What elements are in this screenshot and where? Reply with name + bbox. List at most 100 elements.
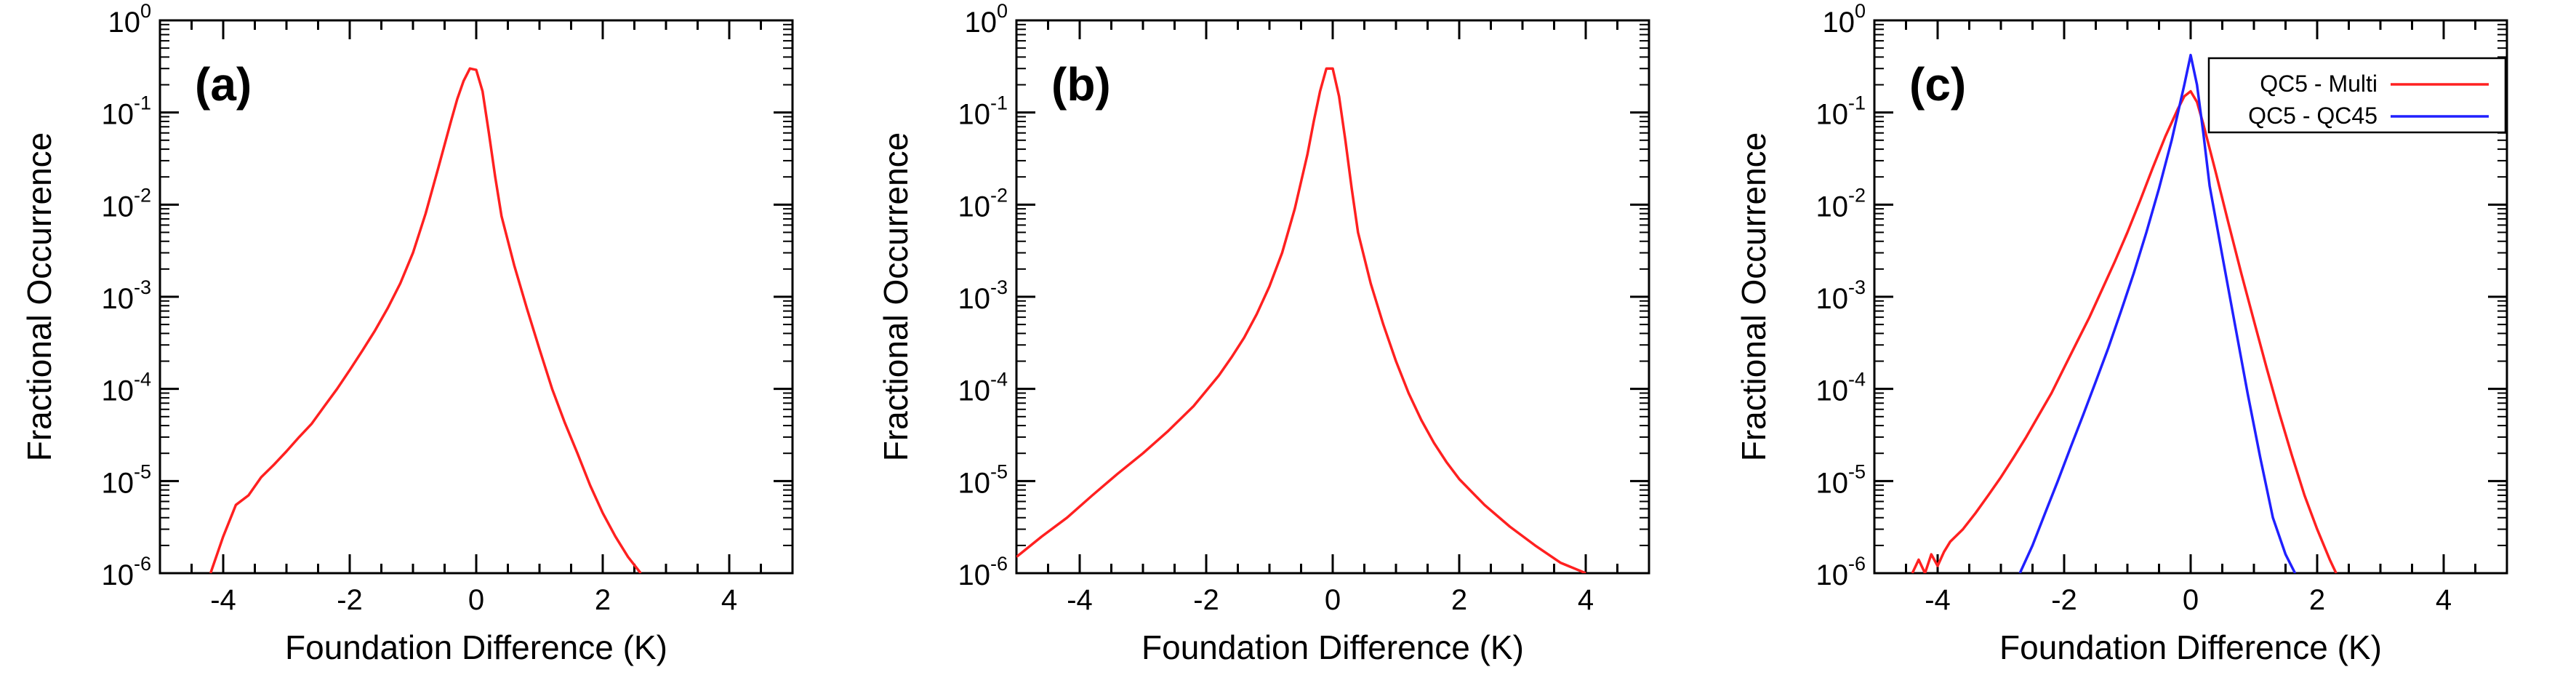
- y-tick-exponent: -1: [1848, 92, 1866, 114]
- x-axis-label: Foundation Difference (K): [285, 628, 667, 666]
- y-tick-base: 10: [1815, 559, 1848, 591]
- y-tick-base: 10: [958, 559, 990, 591]
- x-tick-label: 2: [1451, 584, 1467, 616]
- legend: QC5 - Multi QC5 - QC45: [2207, 57, 2507, 134]
- series-line-0: [209, 67, 642, 573]
- y-tick-exponent: -1: [990, 92, 1008, 114]
- x-axis-label: Foundation Difference (K): [1999, 628, 2382, 666]
- y-tick-label: 100: [108, 0, 151, 39]
- series-line-qc5-qc45: [2018, 53, 2297, 573]
- y-tick-exponent: -3: [134, 276, 151, 298]
- x-tick-label: -2: [337, 584, 363, 616]
- y-tick-exponent: 0: [997, 0, 1008, 22]
- x-tick-label: 2: [2309, 584, 2325, 616]
- y-tick-exponent: -3: [1848, 276, 1866, 298]
- y-tick-label: 10-4: [958, 369, 1008, 407]
- y-tick-label: 10-6: [101, 553, 151, 591]
- y-tick-base: 10: [101, 191, 134, 223]
- y-tick-base: 10: [958, 283, 990, 315]
- y-tick-label: 10-1: [101, 92, 151, 131]
- y-tick-base: 10: [1815, 283, 1848, 315]
- y-tick-exponent: -2: [1848, 184, 1866, 206]
- x-tick-label: -4: [1925, 584, 1951, 616]
- y-tick-base: 10: [958, 99, 990, 131]
- y-tick-exponent: -3: [990, 276, 1008, 298]
- y-tick-base: 10: [101, 99, 134, 131]
- x-tick-label: 4: [2436, 584, 2452, 616]
- y-tick-base: 10: [101, 375, 134, 407]
- y-tick-base: 10: [101, 559, 134, 591]
- legend-label: QC5 - Multi: [2260, 71, 2378, 97]
- y-tick-exponent: -6: [990, 553, 1008, 575]
- legend-label: QC5 - QC45: [2248, 103, 2378, 129]
- y-tick-exponent: -5: [134, 460, 151, 482]
- x-tick-label: -2: [1193, 584, 1219, 616]
- y-tick-base: 10: [1815, 467, 1848, 499]
- y-tick-label: 10-5: [958, 460, 1008, 499]
- y-tick-label: 10-4: [1815, 369, 1866, 407]
- y-tick-exponent: -4: [1848, 369, 1866, 391]
- y-tick-label: 100: [964, 0, 1008, 39]
- y-tick-label: 10-1: [1815, 92, 1866, 131]
- x-tick-label: -4: [1067, 584, 1093, 616]
- y-tick-base: 10: [1815, 191, 1848, 223]
- panel-c: -4 -2 0 2 410-610-510-410-310-210-1100Founda…: [1735, 0, 2508, 666]
- y-tick-base: 10: [958, 191, 990, 223]
- y-tick-exponent: 0: [1855, 0, 1866, 22]
- y-tick-exponent: -4: [990, 369, 1008, 391]
- y-tick-label: 10-6: [958, 553, 1008, 591]
- x-tick-label: 4: [721, 584, 737, 616]
- y-tick-label: 100: [1822, 0, 1866, 39]
- x-tick-label: -2: [2051, 584, 2077, 616]
- y-tick-label: 10-5: [1815, 460, 1866, 499]
- y-tick-base: 10: [1815, 99, 1848, 131]
- y-tick-base: 10: [108, 7, 140, 39]
- y-tick-base: 10: [101, 467, 134, 499]
- y-axis-label: Fractional Occurrence: [1735, 132, 1773, 462]
- plot-frame: [159, 19, 794, 575]
- y-tick-exponent: -2: [134, 184, 151, 206]
- y-tick-label: 10-2: [1815, 184, 1866, 223]
- y-tick-exponent: -5: [1848, 460, 1866, 482]
- x-tick-label: 0: [2183, 584, 2199, 616]
- y-tick-label: 10-3: [101, 276, 151, 315]
- y-tick-base: 10: [1815, 375, 1848, 407]
- x-tick-label: -4: [210, 584, 236, 616]
- y-tick-exponent: 0: [140, 0, 151, 22]
- y-tick-exponent: -5: [990, 460, 1008, 482]
- y-tick-base: 10: [958, 375, 990, 407]
- panel-label: (a): [195, 58, 252, 111]
- y-tick-exponent: -1: [134, 92, 151, 114]
- y-tick-exponent: -6: [134, 553, 151, 575]
- x-axis-label: Foundation Difference (K): [1141, 628, 1524, 666]
- y-tick-label: 10-3: [1815, 276, 1866, 315]
- y-tick-exponent: -2: [990, 184, 1008, 206]
- x-tick-label: 2: [595, 584, 611, 616]
- panel-label: (b): [1051, 58, 1111, 111]
- x-tick-label: 4: [1578, 584, 1594, 616]
- legend-box: [2207, 57, 2507, 134]
- x-tick-label: 0: [1325, 584, 1341, 616]
- y-tick-label: 10-3: [958, 276, 1008, 315]
- y-tick-label: 10-5: [101, 460, 151, 499]
- y-tick-base: 10: [964, 7, 997, 39]
- y-tick-exponent: -6: [1848, 553, 1866, 575]
- y-tick-label: 10-4: [101, 369, 151, 407]
- panel-label: (c): [1909, 58, 1966, 111]
- y-tick-base: 10: [101, 283, 134, 315]
- panel-a: -4 -2 0 2 410-610-510-410-310-210-1100Founda…: [20, 0, 794, 666]
- panel-b: -4 -2 0 2 410-610-510-410-310-210-1100Founda…: [877, 0, 1650, 666]
- x-tick-label: 0: [468, 584, 484, 616]
- series-line-0: [1016, 67, 1586, 573]
- plot-frame: [1015, 19, 1650, 575]
- y-tick-label: 10-2: [958, 184, 1008, 223]
- y-tick-base: 10: [1822, 7, 1855, 39]
- y-axis-label: Fractional Occurrence: [877, 132, 915, 462]
- y-tick-label: 10-6: [1815, 553, 1866, 591]
- y-tick-base: 10: [958, 467, 990, 499]
- y-tick-label: 10-1: [958, 92, 1008, 131]
- y-tick-label: 10-2: [101, 184, 151, 223]
- y-axis-label: Fractional Occurrence: [20, 132, 58, 462]
- y-tick-exponent: -4: [134, 369, 151, 391]
